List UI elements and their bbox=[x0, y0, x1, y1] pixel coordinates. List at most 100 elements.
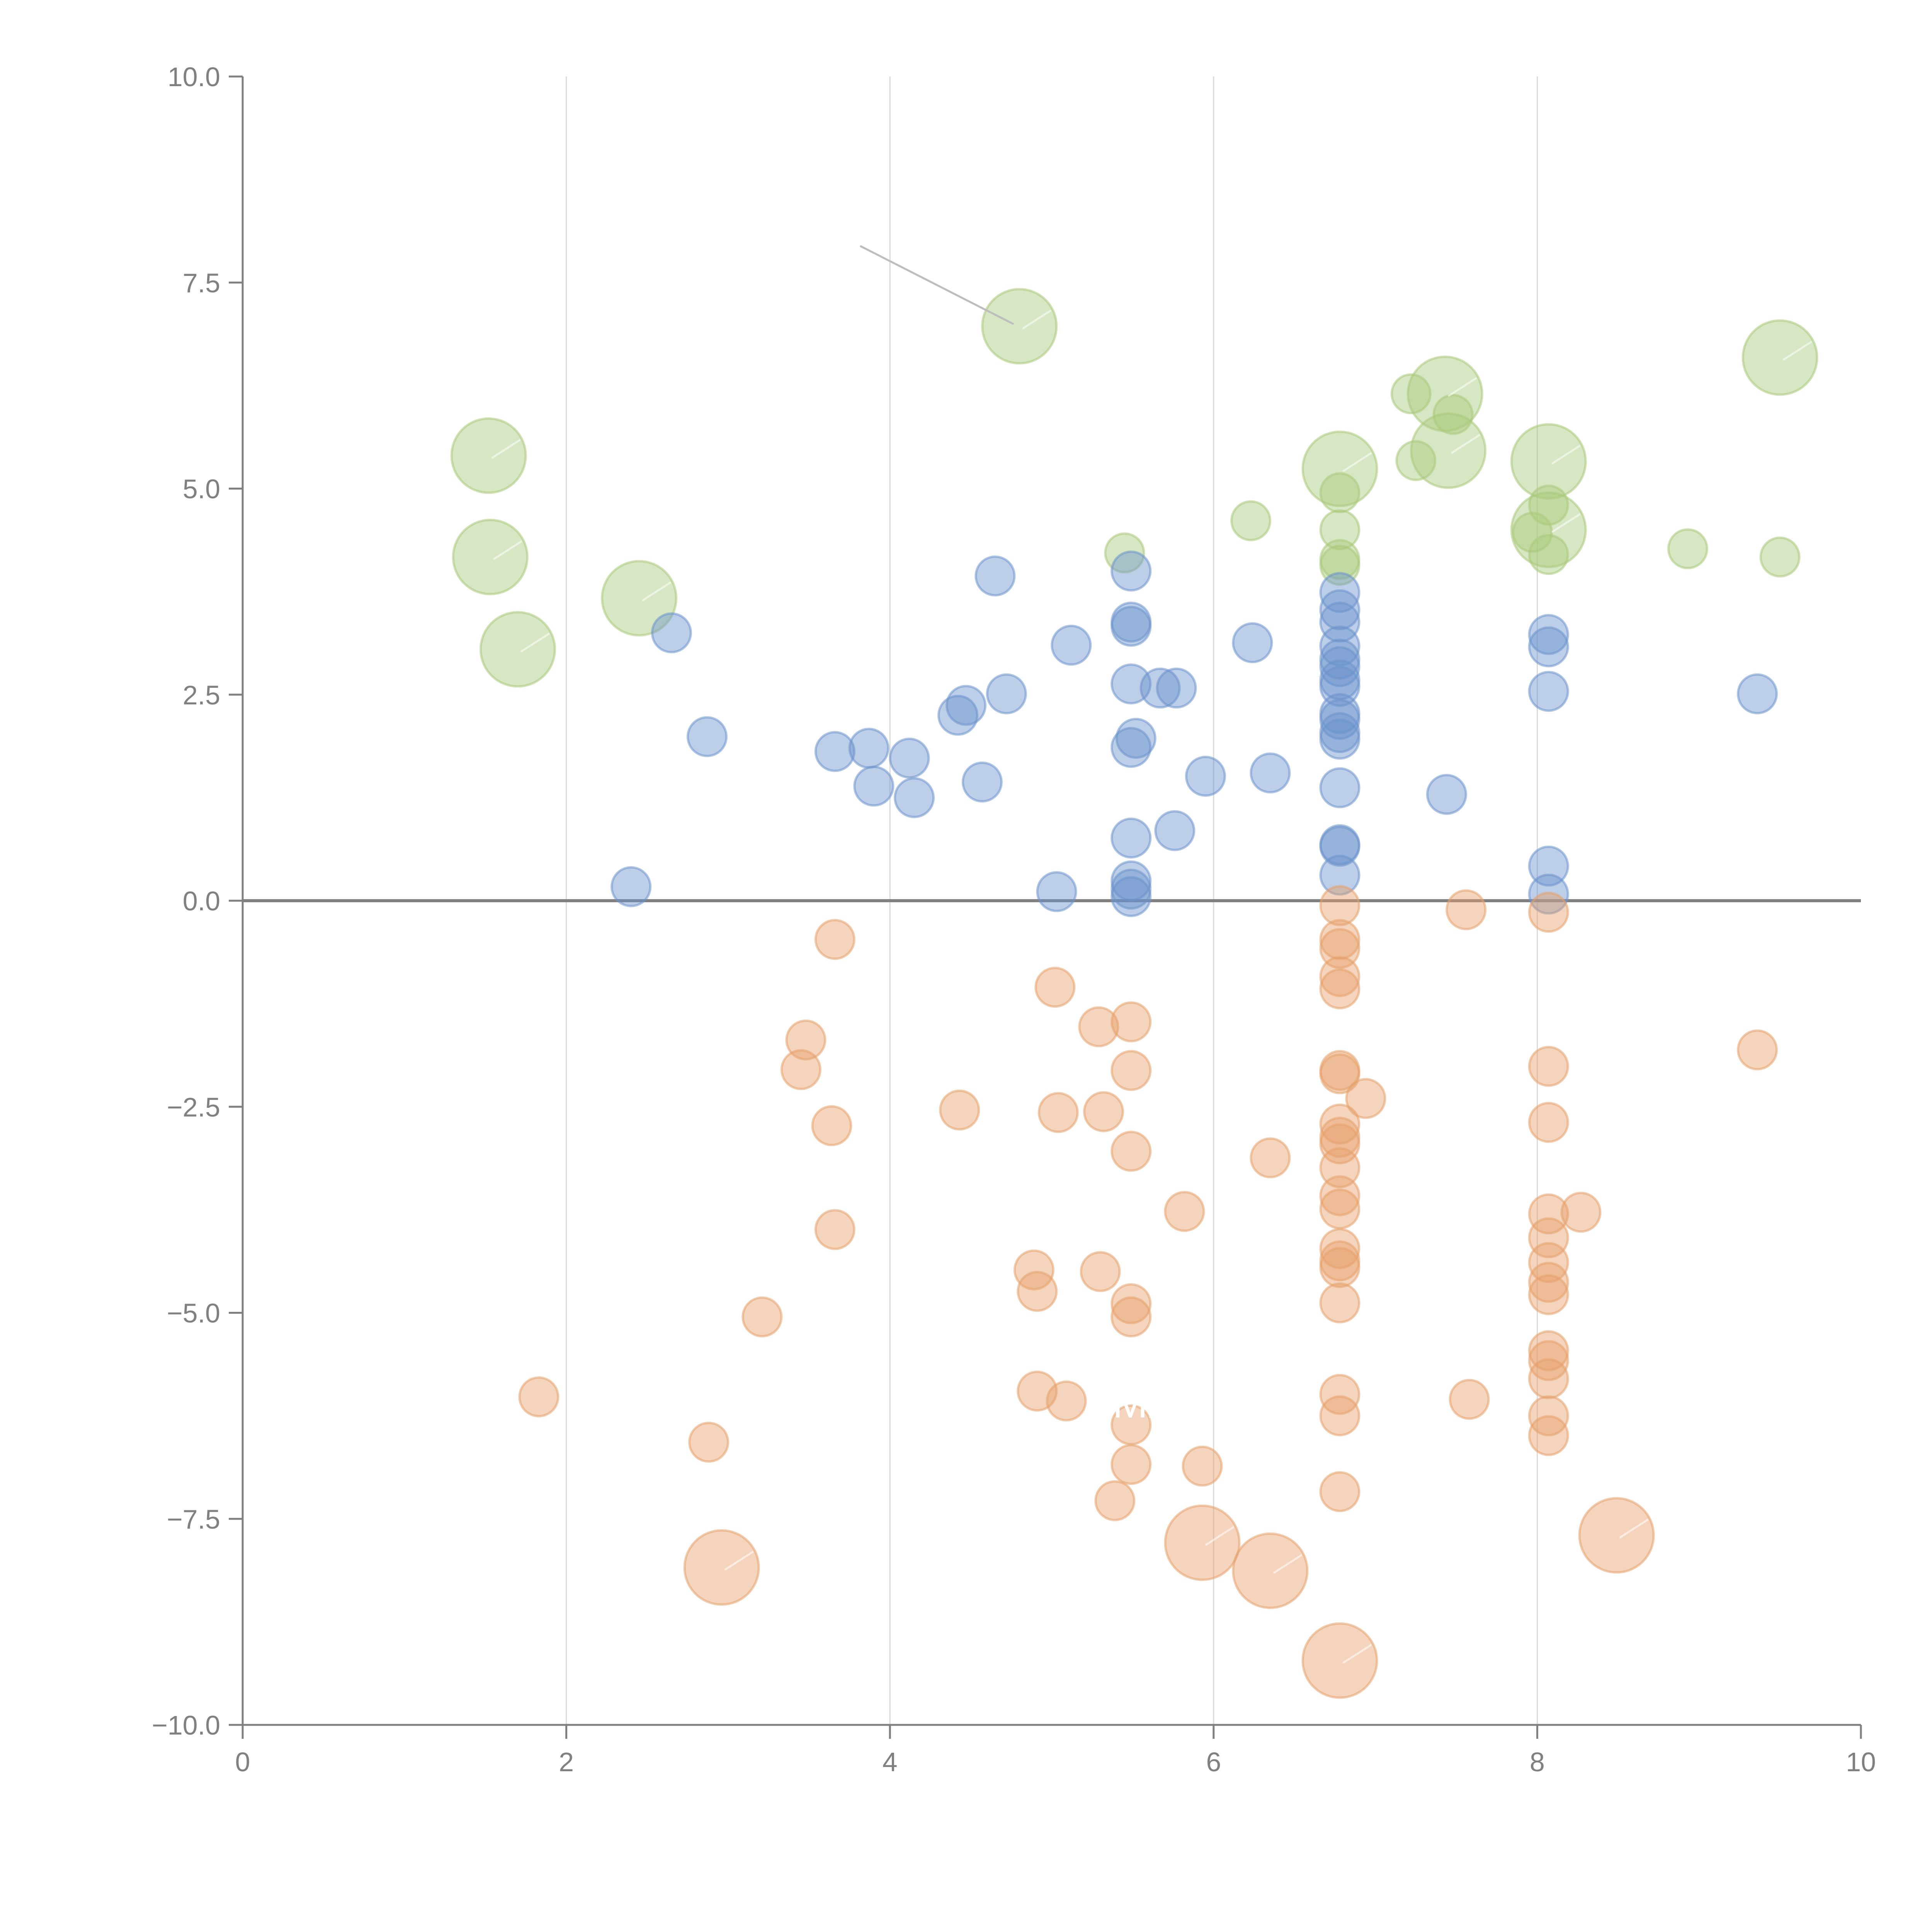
x-tick-label: 4 bbox=[883, 1747, 898, 1777]
data-point-blue bbox=[1319, 572, 1361, 613]
data-point-green bbox=[1319, 509, 1361, 551]
bubble-leader-line bbox=[1783, 341, 1812, 361]
data-point-orange bbox=[1250, 1137, 1291, 1179]
data-point-blue bbox=[961, 761, 1003, 803]
data-point-orange bbox=[1560, 1192, 1602, 1233]
bubble-leader-line bbox=[724, 1551, 754, 1571]
data-point-blue bbox=[1319, 589, 1361, 631]
data-point-orange bbox=[1528, 1193, 1569, 1235]
data-point-orange bbox=[1528, 1274, 1569, 1315]
bubble-leader-line bbox=[1451, 434, 1480, 454]
data-point-orange bbox=[742, 1296, 783, 1338]
y-tick-label: −7.5 bbox=[167, 1504, 220, 1534]
data-point-blue bbox=[975, 555, 1016, 597]
data-point-blue bbox=[1185, 755, 1226, 797]
data-point-blue bbox=[1232, 622, 1273, 663]
bubble-leader-line bbox=[1273, 1554, 1302, 1574]
data-point-orange bbox=[1319, 928, 1361, 969]
data-point-orange bbox=[811, 1105, 852, 1146]
point-annotation: SMX bbox=[1084, 1379, 1176, 1427]
bubble-leader-line bbox=[492, 439, 521, 459]
data-point-orange bbox=[1164, 1191, 1205, 1232]
x-tick-label: 10 bbox=[1846, 1747, 1876, 1777]
data-point-orange bbox=[1319, 1247, 1361, 1288]
data-point-blue bbox=[1319, 826, 1361, 867]
data-point-orange bbox=[1164, 1504, 1241, 1581]
annotation-leader-line bbox=[860, 245, 1014, 325]
data-point-green bbox=[1528, 534, 1569, 575]
data-point-green bbox=[1395, 440, 1437, 481]
data-point-blue bbox=[1111, 605, 1152, 647]
data-point-orange bbox=[1319, 956, 1361, 997]
data-point-blue bbox=[1319, 602, 1361, 643]
data-point-blue bbox=[651, 612, 692, 653]
data-point-blue bbox=[1051, 624, 1092, 666]
data-point-blue bbox=[1319, 625, 1361, 667]
data-point-blue bbox=[1156, 667, 1197, 709]
data-point-orange bbox=[1528, 1340, 1569, 1381]
y-tick-label: −10.0 bbox=[152, 1710, 220, 1740]
leader-lines bbox=[492, 245, 1812, 1664]
data-point-green bbox=[450, 417, 527, 494]
data-point-blue bbox=[1528, 873, 1569, 915]
data-point-blue bbox=[889, 737, 930, 779]
data-point-orange bbox=[1319, 1282, 1361, 1323]
data-point-orange bbox=[1319, 1053, 1361, 1094]
data-point-orange bbox=[1319, 968, 1361, 1010]
data-point-blue bbox=[1250, 752, 1291, 794]
data-point-blue bbox=[1736, 673, 1778, 714]
data-point-green bbox=[1230, 500, 1272, 541]
data-points bbox=[450, 288, 1818, 1699]
y-tick-label: −2.5 bbox=[167, 1092, 220, 1122]
data-point-orange bbox=[1528, 1415, 1569, 1456]
data-point-blue bbox=[1319, 718, 1361, 760]
bubble-leader-line bbox=[642, 582, 671, 601]
data-point-orange bbox=[780, 1049, 821, 1090]
data-point-green bbox=[981, 288, 1058, 365]
data-point-blue bbox=[1528, 614, 1569, 655]
data-point-orange bbox=[1319, 1188, 1361, 1230]
data-point-blue bbox=[1528, 671, 1569, 712]
data-point-orange bbox=[1528, 1358, 1569, 1400]
data-point-green bbox=[1410, 412, 1487, 489]
data-point-orange bbox=[1345, 1078, 1386, 1119]
data-point-orange bbox=[1182, 1446, 1223, 1487]
data-point-orange bbox=[1528, 1262, 1569, 1303]
data-point-orange bbox=[1319, 919, 1361, 960]
data-point-orange bbox=[814, 1209, 855, 1250]
data-point-green bbox=[601, 560, 678, 637]
bubble-leader-line bbox=[1205, 1526, 1234, 1546]
x-ticks: 0 2 4 6 8 10 bbox=[235, 1725, 1876, 1777]
data-point-orange bbox=[688, 1422, 730, 1463]
data-point-orange bbox=[1232, 1532, 1309, 1609]
data-point-orange bbox=[1037, 1092, 1079, 1133]
data-point-orange bbox=[1319, 885, 1361, 926]
data-point-blue bbox=[1111, 876, 1152, 917]
data-point-orange bbox=[1446, 889, 1487, 930]
bubble-leader-line bbox=[1342, 452, 1372, 472]
data-point-blue bbox=[814, 731, 855, 772]
data-point-orange bbox=[1578, 1497, 1655, 1574]
data-point-blue bbox=[1319, 767, 1361, 808]
data-point-blue bbox=[1036, 871, 1077, 912]
data-point-orange bbox=[683, 1529, 760, 1606]
bubble-leader-line bbox=[1022, 310, 1051, 329]
data-point-blue bbox=[1528, 626, 1569, 668]
data-point-green bbox=[1759, 536, 1801, 578]
data-point-orange bbox=[1319, 1374, 1361, 1415]
data-point-blue bbox=[1111, 817, 1152, 859]
y-tick-label: 10.0 bbox=[168, 62, 220, 92]
data-point-blue bbox=[946, 685, 987, 726]
data-point-blue bbox=[1319, 854, 1361, 896]
data-point-orange bbox=[1017, 1271, 1058, 1312]
data-point-blue bbox=[986, 673, 1027, 714]
data-point-green bbox=[1742, 319, 1818, 396]
bubble-leader-line bbox=[493, 541, 522, 560]
data-point-orange bbox=[1080, 1251, 1121, 1292]
data-point-orange bbox=[1111, 1050, 1152, 1091]
data-point-orange bbox=[1013, 1249, 1054, 1291]
series-green bbox=[450, 288, 1818, 688]
data-point-blue bbox=[1111, 727, 1152, 768]
x-tick-label: 2 bbox=[559, 1747, 574, 1777]
